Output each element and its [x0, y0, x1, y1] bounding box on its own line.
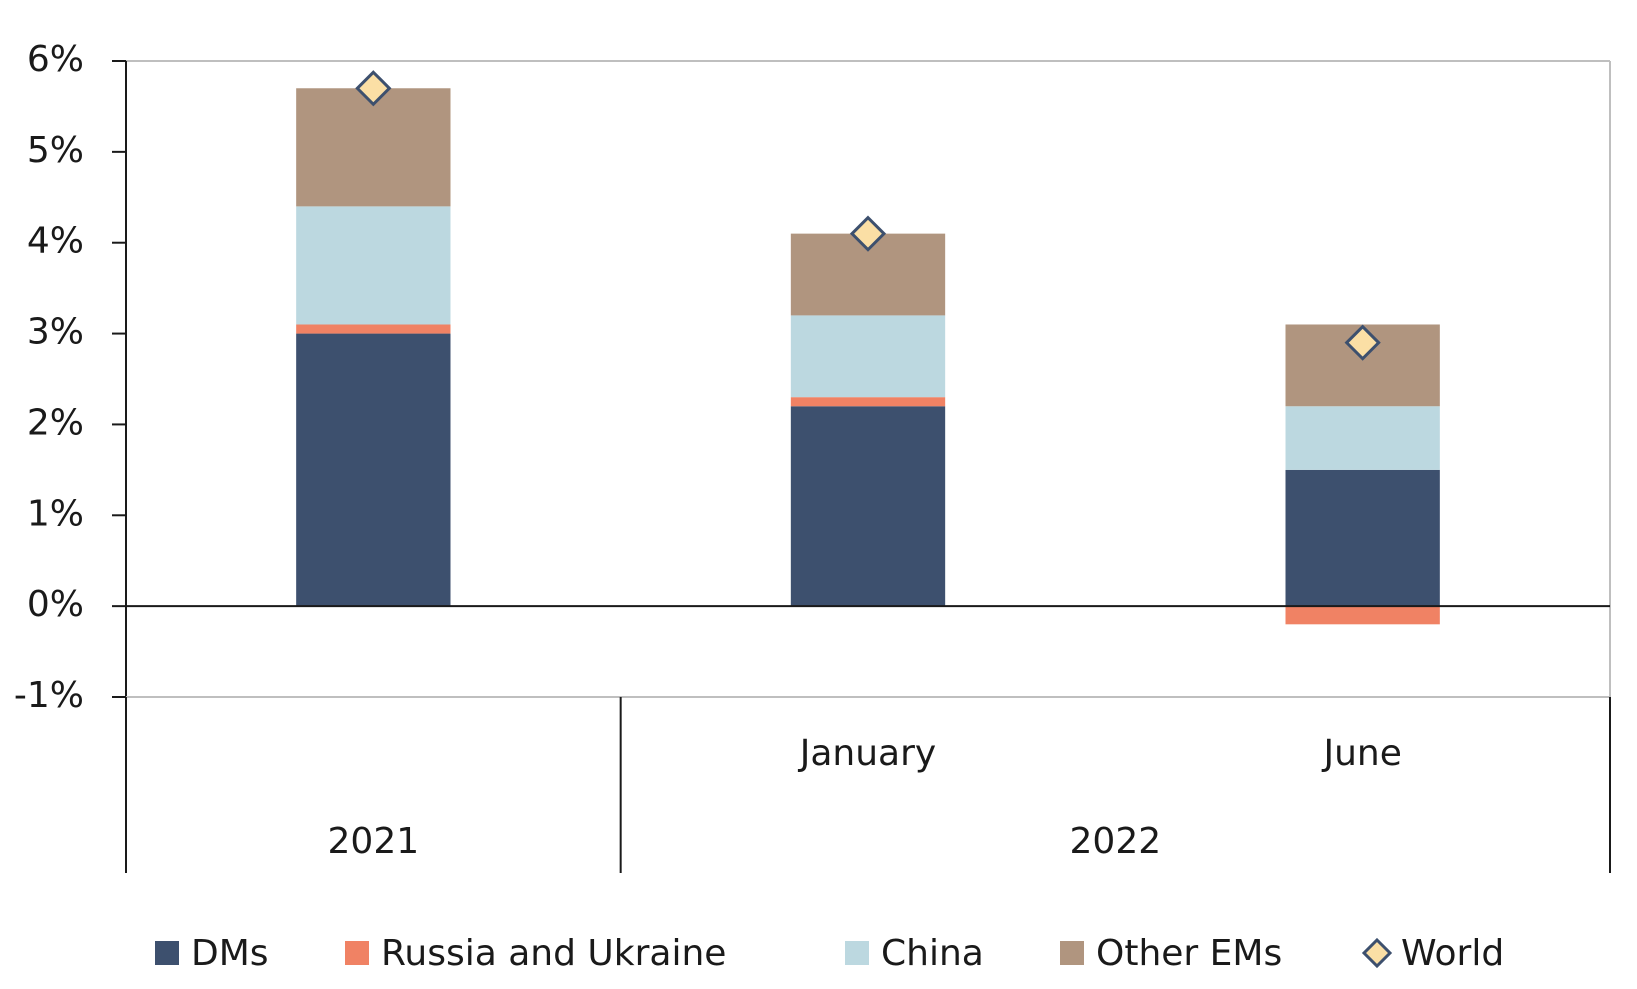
x-group-label: 2022	[1070, 821, 1162, 862]
x-group-label: 2021	[328, 821, 420, 862]
legend-swatch	[1060, 941, 1084, 965]
bar-segment	[1285, 606, 1440, 625]
bar-segment	[296, 88, 451, 207]
world-marker	[355, 70, 392, 107]
x-tick-label: January	[798, 733, 936, 774]
legend-label: China	[881, 933, 984, 974]
y-tick-label: -1%	[14, 675, 84, 716]
bar-segment	[1285, 469, 1440, 607]
y-tick-label: 3%	[27, 312, 84, 353]
legend-label: Russia and Ukraine	[381, 933, 726, 974]
legend-marker	[1361, 937, 1393, 969]
legend-label: Other EMs	[1096, 933, 1282, 974]
bar-segment	[296, 206, 451, 325]
y-tick-label: 0%	[27, 584, 84, 625]
bar-segment	[296, 324, 451, 334]
legend-swatch	[155, 941, 179, 965]
bar-segment	[790, 315, 946, 398]
legend-swatch	[345, 941, 369, 965]
world-marker	[849, 215, 887, 252]
y-tick-label: 5%	[27, 130, 84, 171]
y-tick-label: 6%	[27, 39, 84, 80]
legend-swatch	[845, 941, 869, 965]
bar-segment	[1285, 406, 1440, 470]
bar-segment	[296, 333, 451, 607]
bar-segment	[790, 406, 946, 607]
y-tick-label: 1%	[27, 493, 84, 534]
legend-label: DMs	[191, 933, 269, 974]
legend-label: World	[1401, 933, 1504, 974]
world-marker	[1344, 324, 1381, 361]
bar-segment	[790, 397, 946, 407]
y-tick-label: 2%	[27, 402, 84, 443]
y-tick-label: 4%	[27, 221, 84, 262]
x-tick-label: June	[1321, 733, 1401, 774]
